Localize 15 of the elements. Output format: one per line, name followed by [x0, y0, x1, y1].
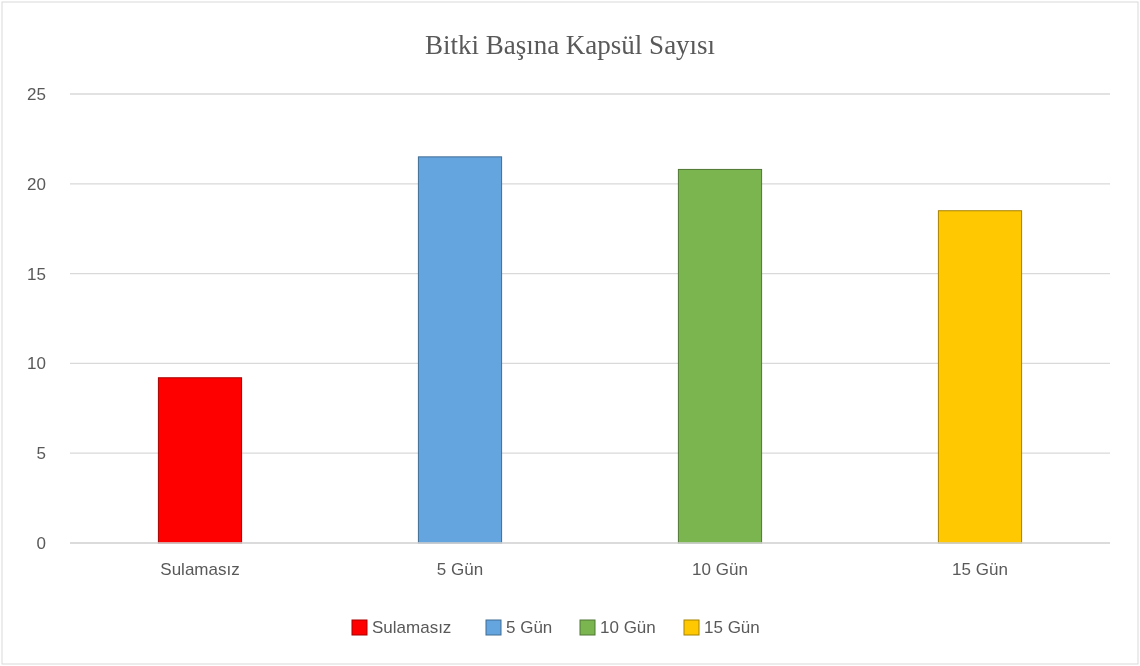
y-tick-label: 15 [27, 264, 46, 284]
y-tick-label: 0 [36, 533, 46, 553]
y-tick-label: 20 [27, 174, 46, 194]
x-tick-label: 5 Gün [436, 560, 484, 579]
x-tick-label: 15 Gün [952, 560, 1008, 579]
y-tick-label: 10 [27, 354, 46, 374]
chart-title: Bitki Başına Kapsül Sayısı [424, 30, 716, 60]
x-tick-label: Sulamasız [160, 560, 240, 579]
legend-label: 10 Gün [600, 617, 656, 637]
legend-label: 15 Gün [704, 617, 760, 637]
y-tick-label: 5 [36, 444, 46, 464]
x-tick-label: 10 Gün [692, 560, 748, 579]
legend-label: Sulamasız [372, 617, 452, 637]
legend-label: 5 Gün [506, 617, 553, 637]
y-tick-label: 25 [27, 84, 46, 104]
